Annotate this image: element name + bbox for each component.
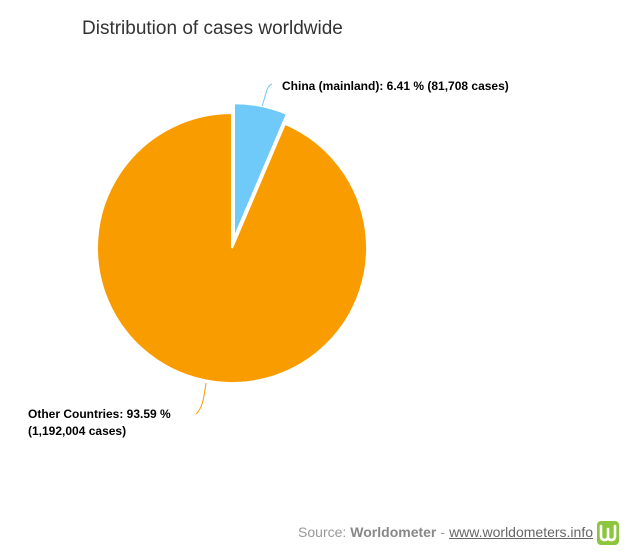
source-prefix: Source:: [298, 524, 347, 540]
chart-title: Distribution of cases worldwide: [82, 18, 343, 39]
pie-slice: [233, 102, 289, 239]
connector: [195, 382, 207, 415]
connector: [261, 83, 273, 107]
source-name: Worldometer: [350, 524, 437, 540]
data-label: China (mainland): 6.41 % (81,708 cases): [282, 79, 509, 93]
logo: [597, 521, 619, 545]
logo-mark: [599, 524, 617, 542]
pie-slice: [96, 111, 368, 384]
source-separator: -: [440, 524, 446, 540]
data-label: Other Countries: 93.59 % (1,192,004 case…: [28, 407, 171, 438]
source-link[interactable]: www.worldometers.info: [449, 524, 593, 540]
source: Source: Worldometer - www.worldometers.info: [298, 524, 593, 540]
